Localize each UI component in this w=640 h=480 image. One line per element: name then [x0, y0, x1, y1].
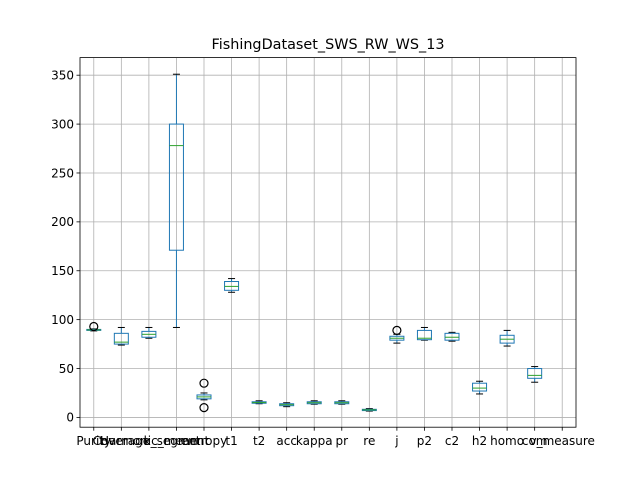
outlier-point: [392, 325, 402, 335]
x-tick-label: pr: [335, 434, 348, 448]
y-tick-label: 150: [51, 264, 74, 278]
box-13: [416, 326, 432, 341]
y-tick-label: 300: [51, 117, 74, 131]
box-6: [224, 278, 240, 293]
y-tick-label: 0: [66, 411, 74, 425]
x-tick-label: j: [394, 434, 398, 448]
box-5: [196, 378, 212, 413]
boxes: [86, 73, 543, 413]
y-tick-label: 250: [51, 166, 74, 180]
box-7: [251, 400, 267, 405]
x-tick-label: homo: [490, 434, 524, 448]
box-4: [168, 73, 184, 328]
outlier-point: [199, 403, 209, 413]
box-16: [499, 329, 515, 347]
y-tick-label: 100: [51, 313, 74, 327]
x-tick-label: com: [522, 434, 548, 448]
box-body: [168, 123, 184, 251]
box-body: [416, 329, 432, 341]
y-tick-label: 200: [51, 215, 74, 229]
box-17: [527, 366, 543, 383]
x-tick-label: acc: [276, 434, 297, 448]
x-tick-label: re: [363, 434, 375, 448]
x-tick-label: kappa: [296, 434, 333, 448]
x-tick-label: Coverage: [93, 434, 151, 448]
x-tick-label: h2: [472, 434, 487, 448]
x-tick-label: t2: [253, 434, 265, 448]
x-tick-label: Harmonic_mean: [100, 434, 198, 448]
x-tick-label: Purity: [76, 434, 111, 448]
x-axis: PurityCoverageHarmonic_meank_segmententr…: [76, 427, 595, 448]
x-tick-label: v_measure: [530, 434, 595, 448]
box-1: [86, 321, 102, 332]
y-tick-label: 350: [51, 69, 74, 83]
box-11: [361, 408, 377, 412]
x-tick-label: p2: [417, 434, 432, 448]
box-2: [113, 326, 129, 346]
x-tick-label: t1: [225, 434, 237, 448]
x-tick-label: k_segment: [144, 434, 210, 448]
outlier-point: [199, 378, 209, 388]
box-10: [334, 400, 350, 405]
y-tick-label: 50: [59, 362, 74, 376]
box-body: [113, 332, 129, 345]
box-15: [472, 380, 488, 395]
y-axis: 0 50 100 150 200 250 300 350: [51, 69, 80, 425]
box-12: [389, 325, 405, 344]
x-tick-label: c2: [445, 434, 459, 448]
x-tick-label: entropy: [181, 434, 227, 448]
box-body: [472, 382, 488, 392]
chart-title: FishingDataset_SWS_RW_WS_13: [211, 37, 444, 53]
box-8: [279, 402, 295, 408]
box-14: [444, 331, 460, 342]
box-9: [306, 400, 322, 405]
box-3: [141, 326, 157, 339]
plot-frame: [79, 57, 577, 428]
outlier-point: [89, 321, 99, 332]
box-body: [527, 368, 543, 379]
